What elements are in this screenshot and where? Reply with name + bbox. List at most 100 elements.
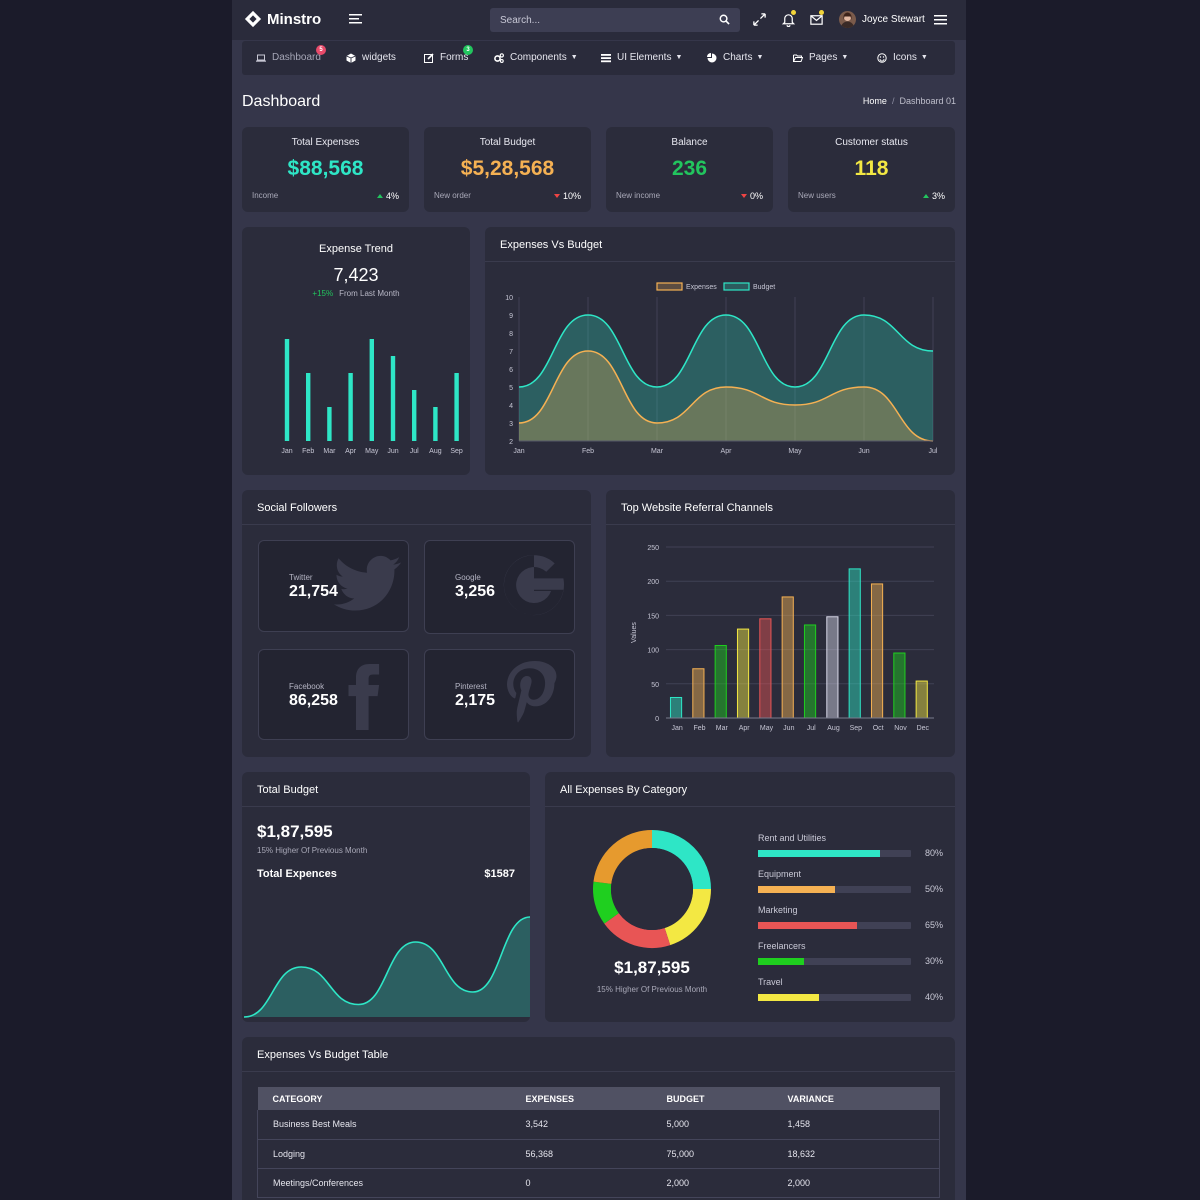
nav-item-components[interactable]: Components ▼ xyxy=(494,52,578,63)
budget-value: $1,87,595 xyxy=(257,822,333,841)
nav-item-dashboard[interactable]: Dashboard xyxy=(256,52,321,63)
chevron-down-icon: ▼ xyxy=(675,54,683,61)
logo-icon xyxy=(244,10,262,28)
mail-icon[interactable] xyxy=(809,12,824,27)
card-header: Total Budget xyxy=(242,772,530,807)
table-header[interactable]: BUDGET xyxy=(651,1087,773,1110)
hamburger-icon[interactable] xyxy=(934,13,947,26)
category-percent: 80% xyxy=(924,848,943,858)
social-count: 3,256 xyxy=(455,583,496,600)
expenses-vs-budget-card: Expenses Vs Budget 2 3 4 5 6 7 8 9 10 Jan Feb Mar Ap… xyxy=(485,227,955,475)
referral-bar xyxy=(848,568,861,719)
table-cell: 0 xyxy=(510,1168,652,1198)
main-nav: Dashboard 5 widgets Forms 3 Components ▼… xyxy=(242,41,955,75)
y-tick-label: 3 xyxy=(509,421,513,428)
trend-tick-label: Apr xyxy=(345,448,357,455)
trend-bar xyxy=(369,339,374,441)
referral-bar xyxy=(781,596,794,719)
nav-item-icons[interactable]: Icons ▼ xyxy=(877,52,928,63)
nav-label-widgets: widgets xyxy=(362,52,396,63)
category-name: Rent and Utilities xyxy=(758,833,827,843)
breadcrumb-home[interactable]: Home xyxy=(862,96,887,106)
referral-channels-chart: 0 50 100 150 200 250 Values Jan Feb Mar Apr May Jun J… xyxy=(631,545,934,732)
social-card-google[interactable]: Google 3,256 xyxy=(424,540,575,634)
referral-bar xyxy=(826,616,839,719)
y-tick-label: 5 xyxy=(509,385,513,392)
donut-slice xyxy=(604,912,671,948)
card-header: Expenses Vs Budget xyxy=(485,227,955,262)
table-header[interactable]: VARIANCE xyxy=(772,1087,940,1110)
table-row: Business Best Meals 3,542 5,000 1,458 xyxy=(257,1110,940,1140)
table-cell: Meetings/Conferences xyxy=(257,1168,511,1198)
nav-item-pages[interactable]: Pages ▼ xyxy=(793,52,848,63)
smile-icon xyxy=(877,52,887,63)
y-tick-label: 9 xyxy=(509,313,513,320)
nav-item-charts[interactable]: Charts ▼ xyxy=(707,52,763,63)
referral-bar xyxy=(870,583,884,719)
category-name: Equipment xyxy=(758,869,802,879)
x-tick-label: Sep xyxy=(850,725,863,732)
trend-subtitle: +15% From Last Month xyxy=(242,289,470,298)
social-name: Google xyxy=(455,573,481,582)
total-budget-card: Total Budget $1,87,595 15% Higher Of Pre… xyxy=(242,772,530,1022)
notification-bell-icon[interactable] xyxy=(781,12,796,27)
twitter-icon xyxy=(333,555,402,611)
social-card-pinterest[interactable]: Pinterest 2,175 xyxy=(424,649,575,740)
menu-toggle-icon[interactable] xyxy=(349,13,363,25)
search-icon[interactable] xyxy=(719,14,730,25)
y-axis-label: Values xyxy=(631,622,638,643)
category-name: Travel xyxy=(758,977,783,987)
brand[interactable]: Minstro xyxy=(244,10,321,28)
trend-bar xyxy=(433,407,438,441)
card-title: Total Budget xyxy=(257,784,319,796)
trend-bar xyxy=(454,373,459,441)
category-progress-fill xyxy=(758,958,804,965)
card-title: All Expenses By Category xyxy=(560,784,688,796)
y-tick-label: 2 xyxy=(509,439,513,446)
table-header[interactable]: CATEGORY xyxy=(257,1087,511,1110)
stat-change: 0% xyxy=(740,191,763,201)
brand-name: Minstro xyxy=(267,10,322,28)
stat-title: Balance xyxy=(671,137,708,148)
chevron-down-icon: ▼ xyxy=(756,54,764,61)
category-progress-fill xyxy=(758,994,820,1001)
folder-open-icon xyxy=(793,54,803,62)
referral-bar xyxy=(714,644,727,719)
stat-foot: New order xyxy=(434,191,471,200)
chevron-down-icon: ▼ xyxy=(920,54,928,61)
expenses-vs-budget-chart: 2 3 4 5 6 7 8 9 10 Jan Feb Mar Apr May Jun Jul Expenses B… xyxy=(505,282,938,455)
social-name: Twitter xyxy=(289,573,313,582)
nav-label-components: Components xyxy=(510,52,567,63)
donut-slice xyxy=(664,888,711,946)
nav-item-ui-elements[interactable]: UI Elements ▼ xyxy=(601,52,682,63)
nav-label-forms: Forms xyxy=(440,52,469,63)
social-card-twitter[interactable]: Twitter 21,754 xyxy=(258,540,409,632)
social-count: 86,258 xyxy=(289,692,338,709)
card-header: Social Followers xyxy=(242,490,591,525)
pinterest-icon xyxy=(507,661,557,723)
category-row: Freelancers 30% xyxy=(758,941,943,966)
table-row: Lodging 56,368 75,000 18,632 xyxy=(257,1139,940,1169)
category-progress-fill xyxy=(758,850,881,857)
nav-badge-forms: 3 xyxy=(463,45,473,55)
referral-channels-card: Top Website Referral Channels 0 50 100 150 2… xyxy=(606,490,955,757)
stat-title: Total Budget xyxy=(479,137,536,148)
stat-value: 118 xyxy=(854,157,889,180)
search-input[interactable] xyxy=(500,8,710,32)
category-name: Freelancers xyxy=(758,941,806,951)
card-header: Expenses Vs Budget Table xyxy=(242,1037,955,1072)
table-header[interactable]: EXPENSES xyxy=(510,1087,652,1110)
user-name[interactable]: Joyce Stewart xyxy=(862,14,925,25)
fullscreen-icon[interactable] xyxy=(752,12,767,27)
nav-item-forms[interactable]: Forms xyxy=(424,52,468,63)
category-progress xyxy=(758,922,911,929)
nav-label-ui-elements: UI Elements xyxy=(617,52,672,63)
nav-item-widgets[interactable]: widgets xyxy=(346,52,396,63)
social-card-facebook[interactable]: Facebook 86,258 xyxy=(258,649,409,740)
referral-bar xyxy=(915,680,928,719)
trend-value: 7,423 xyxy=(333,265,379,285)
trend-tick-label: Sep xyxy=(450,448,463,455)
donut-slice xyxy=(593,830,653,885)
stat-change-value: 3% xyxy=(931,191,945,201)
avatar[interactable] xyxy=(839,11,856,28)
